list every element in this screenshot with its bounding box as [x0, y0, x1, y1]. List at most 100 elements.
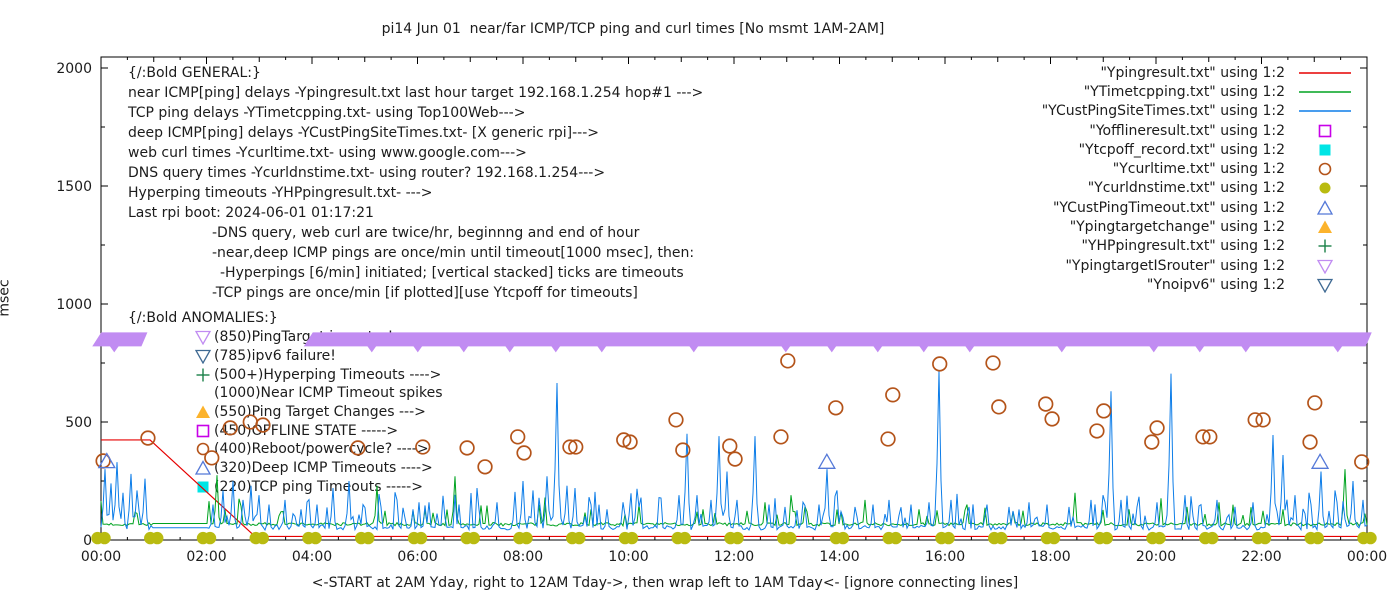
general-annotations: {/:Bold GENERAL:} near ICMP[ping] delays … [128, 63, 703, 303]
x-tick-label: 04:00 [292, 549, 332, 565]
anomaly-label: (1000)Near ICMP Timeout spikes [214, 385, 443, 402]
legend-marker [1294, 258, 1356, 274]
legend-row: "YTimetcpping.txt" using 1:2 [950, 82, 1356, 101]
series-ypingresult-txt [101, 439, 1367, 538]
legend-label: "Ytcpoff_record.txt" using 1:2 [1078, 141, 1285, 158]
tri-down-open-icon [194, 349, 212, 365]
legend-row: "Ycurltime.txt" using 1:2 [950, 159, 1356, 178]
x-tick-label: 00:00 [1347, 549, 1387, 565]
square-open-icon [1318, 124, 1332, 137]
plus-icon [196, 368, 210, 382]
legend-label: "YHPpingresult.txt" using 1:2 [1081, 238, 1285, 255]
general-line: -Hyperpings [6/min] initiated; [vertical… [220, 265, 684, 281]
series-ycurldnstime-txt [91, 531, 1377, 545]
circle-open-icon [196, 443, 210, 456]
square-open-icon [196, 424, 210, 438]
legend-marker [1294, 199, 1356, 216]
legend-label: "Ypingresult.txt" using 1:2 [1100, 64, 1285, 81]
circle-fill-icon [1319, 182, 1331, 194]
series-ypingtargetisrouter [92, 332, 1372, 353]
tri-up-open-bullet [194, 460, 214, 476]
general-line: -near,deep ICMP pings are once/min until… [212, 245, 695, 261]
anomaly-row: (450)OFFLINE STATE -----> [194, 421, 443, 440]
anomaly-row: (785)ipv6 failure! [194, 347, 443, 366]
legend-label: "Ycurltime.txt" using 1:2 [1112, 161, 1285, 178]
circle-open-icon [1318, 162, 1332, 176]
line-icon [1299, 91, 1351, 93]
line-icon [1299, 71, 1351, 74]
legend-label: "YCustPingTimeout.txt" using 1:2 [1052, 199, 1285, 216]
legend-label: "Ypingtargetchange" using 1:2 [1069, 219, 1285, 236]
series-ycurltime-txt [95, 353, 1370, 475]
legend-row: "Ypingresult.txt" using 1:2 [950, 63, 1356, 82]
x-tick-label: 10:00 [608, 549, 648, 565]
square-fill-icon [1319, 144, 1331, 156]
general-line: web curl times -Ycurltime.txt- using www… [128, 145, 527, 161]
legend-marker [1294, 103, 1356, 119]
series-ycustpingtimeout-txt [97, 452, 1330, 469]
general-line: deep ICMP[ping] delays -YCustPingSiteTim… [128, 125, 599, 141]
plus-bullet [194, 367, 214, 383]
legend-marker [1294, 219, 1356, 235]
x-tick-label: 12:00 [714, 549, 754, 565]
plus-icon [1318, 239, 1332, 253]
legend-label: "YCustPingSiteTimes.txt" using 1:2 [1041, 103, 1285, 120]
tri-up-fill-icon [196, 405, 210, 419]
legend-row: "Ytcpoff_record.txt" using 1:2 [950, 140, 1356, 159]
legend-marker [1294, 65, 1356, 81]
y-tick-label: 1500 [56, 179, 92, 195]
tri-down-open-icon [194, 331, 212, 346]
general-line: Hyperping timeouts -YHPpingresult.txt- -… [128, 185, 433, 201]
circle-open-bullet [194, 441, 214, 457]
x-tick-label: 06:00 [397, 549, 437, 565]
x-axis-label: <-START at 2AM Yday, right to 12AM Tday-… [311, 575, 1019, 591]
general-line: Last rpi boot: 2024-06-01 01:17:21 [128, 205, 374, 221]
tri-up-open-icon [194, 460, 212, 475]
anomaly-label: (320)Deep ICMP Timeouts ----> [214, 460, 433, 477]
x-tick-label: 22:00 [1241, 549, 1281, 565]
general-line: DNS query times -Ycurldnstime.txt- using… [128, 165, 606, 181]
legend-marker [1294, 84, 1356, 100]
x-tick-label: 02:00 [186, 549, 226, 565]
y-tick-label: 1000 [56, 297, 92, 313]
legend-row: "Ycurldnstime.txt" using 1:2 [950, 179, 1356, 198]
anomaly-label: (220)TCP ping Timeouts -----> [214, 478, 423, 495]
x-tick-label: 20:00 [1136, 549, 1176, 565]
square-open-bullet [194, 423, 214, 439]
line-icon [1299, 110, 1351, 113]
general-line: -DNS query, web curl are twice/hr, begin… [212, 225, 640, 241]
anomaly-label: (550)Ping Target Changes ---> [214, 404, 426, 421]
y-tick-label: 2000 [56, 61, 92, 77]
legend-label: "YpingtargetISrouter" using 1:2 [1065, 257, 1285, 274]
square-fill-icon [197, 481, 209, 493]
legend-row: "YCustPingSiteTimes.txt" using 1:2 [950, 102, 1356, 121]
anomalies-annotations: {/:Bold ANOMALIES:} (850)PingTarget is ro… [128, 309, 443, 496]
x-tick-label: 00:00 [81, 549, 121, 565]
x-tick-label: 18:00 [1030, 549, 1070, 565]
legend-marker [1294, 238, 1356, 254]
y-tick-label: 0 [83, 533, 92, 549]
legend-marker [1294, 161, 1356, 177]
anomaly-row: (320)Deep ICMP Timeouts ----> [194, 459, 443, 478]
legend-label: "Ycurldnstime.txt" using 1:2 [1087, 180, 1285, 197]
anomaly-label: (500+)Hyperping Timeouts ----> [214, 366, 442, 383]
legend-row: "YCustPingTimeout.txt" using 1:2 [950, 198, 1356, 217]
tri-down-open-icon [1316, 278, 1334, 293]
tri-down-open-icon [1316, 259, 1334, 274]
legend-label: "Yofflineresult.txt" using 1:2 [1089, 122, 1285, 139]
x-tick-label: 16:00 [925, 549, 965, 565]
tri-up-fill-icon [1318, 220, 1332, 234]
tri-up-fill-bullet [194, 404, 214, 420]
anomalies-header: {/:Bold ANOMALIES:} [128, 310, 278, 326]
legend-label: "YTimetcpping.txt" using 1:2 [1083, 83, 1285, 100]
series-ycustpingsitetimes-txt [100, 370, 1368, 532]
square-fill-bullet [194, 479, 214, 495]
anomaly-label: (785)ipv6 failure! [214, 348, 336, 365]
legend-row: "Ypingtargetchange" using 1:2 [950, 217, 1356, 236]
legend-marker [1294, 277, 1356, 293]
tri-down-open-bullet [194, 348, 214, 365]
y-tick-label: 500 [65, 415, 92, 431]
general-line: {/:Bold GENERAL:} [128, 65, 261, 81]
